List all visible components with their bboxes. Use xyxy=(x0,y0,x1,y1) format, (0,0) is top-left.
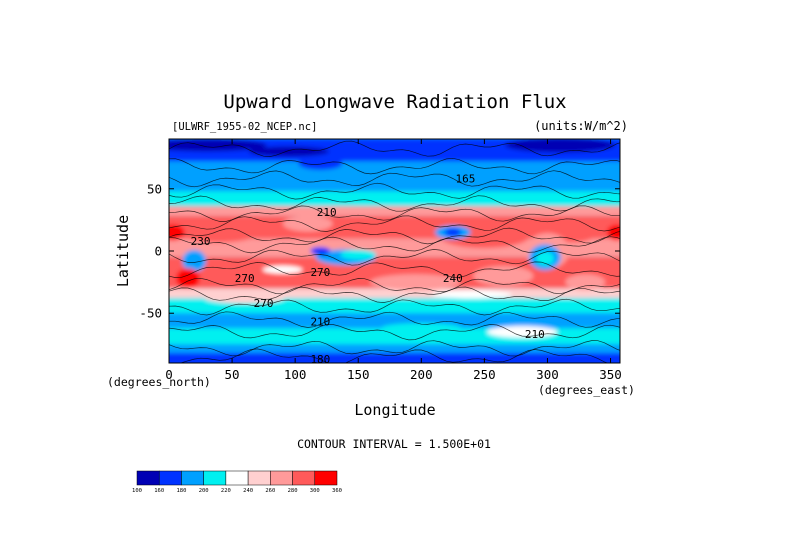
flux-band xyxy=(169,313,620,329)
chart-title: Upward Longwave Radiation Flux xyxy=(223,91,566,113)
contour-line xyxy=(169,236,620,254)
contour-label: 270 xyxy=(310,266,330,279)
flux-feature xyxy=(340,249,377,260)
colorbar-tick-label: 100 xyxy=(132,488,142,494)
flux-feature xyxy=(204,293,285,304)
contour-line xyxy=(169,170,620,188)
x-tick-label: 100 xyxy=(284,367,307,382)
flux-feature xyxy=(370,274,460,291)
colorbar-tick-label: 220 xyxy=(221,488,231,494)
colorbar: 100 160 180 200 220 240 260 280 300 360 xyxy=(132,470,342,494)
flux-feature xyxy=(262,265,303,274)
y-units-label: (degrees_north) xyxy=(107,375,211,389)
flux-band xyxy=(169,344,620,354)
contour-line xyxy=(169,227,620,245)
contour-line xyxy=(169,348,609,363)
flux-band xyxy=(169,191,620,207)
flux-feature xyxy=(304,266,349,281)
contour-label: 230 xyxy=(191,235,211,248)
flux-feature xyxy=(565,274,606,291)
x-tick-label: 250 xyxy=(473,367,496,382)
flux-feature xyxy=(505,139,616,153)
contour-line xyxy=(169,157,620,175)
y-tick-label: 50 xyxy=(147,181,162,196)
x-tick-label: 200 xyxy=(410,367,433,382)
x-tick-label: 300 xyxy=(536,367,559,382)
flux-feature xyxy=(282,215,333,232)
contour-line xyxy=(169,261,620,278)
flux-band xyxy=(169,288,620,299)
contour-label: 165 xyxy=(456,173,476,186)
colorbar-tick-label: 240 xyxy=(243,488,253,494)
x-tick-label: 350 xyxy=(599,367,622,382)
flux-feature xyxy=(169,224,185,241)
y-axis-title: Latitude xyxy=(114,215,132,287)
flux-feature xyxy=(179,222,260,243)
contour-line xyxy=(169,182,620,200)
flux-feature xyxy=(473,265,534,286)
flux-feature xyxy=(182,249,207,272)
flux-feature xyxy=(381,323,462,334)
contour-line xyxy=(169,277,620,295)
colorbar-tick-label: 300 xyxy=(310,488,320,494)
contour-label: 180 xyxy=(310,353,330,366)
source-file-label: [ULWRF_1955-02_NCEP.nc] xyxy=(172,121,317,133)
colorbar-swatch xyxy=(158,470,182,486)
colorbar-tick-label: 260 xyxy=(265,488,275,494)
contour-line xyxy=(169,140,620,157)
colorbar-swatch xyxy=(314,470,338,486)
x-axis-title: Longitude xyxy=(354,401,435,419)
contour-label: 270 xyxy=(235,272,255,285)
contour-line xyxy=(169,298,620,316)
contour-label: 210 xyxy=(310,316,330,329)
flux-feature xyxy=(248,146,329,157)
contour-line xyxy=(169,249,620,266)
flux-feature xyxy=(444,228,461,237)
colorbar-swatch xyxy=(225,470,249,486)
y-tick-label: -50 xyxy=(139,306,162,321)
colorbar-tick-label: 360 xyxy=(332,488,342,494)
units-label: (units:W/m^2) xyxy=(534,119,628,133)
flux-band xyxy=(169,206,620,217)
flux-feature xyxy=(218,166,271,181)
contour-line xyxy=(169,286,620,303)
flux-feature xyxy=(175,268,200,289)
contour-label: 270 xyxy=(254,297,274,310)
contour-line xyxy=(169,324,620,341)
flux-feature xyxy=(340,219,401,234)
flux-band xyxy=(169,298,620,314)
contour-label: 210 xyxy=(317,206,337,219)
x-tick-label: 150 xyxy=(347,367,370,382)
x-tick-label: 50 xyxy=(225,367,240,382)
contour-line xyxy=(169,205,620,222)
colorbar-tick-label: 180 xyxy=(176,488,186,494)
colorbar-swatch xyxy=(181,470,204,486)
flux-feature xyxy=(431,290,512,299)
flux-feature xyxy=(169,139,267,152)
colorbar-swatch xyxy=(270,470,293,486)
contour-interval-label: CONTOUR INTERVAL = 1.500E+01 xyxy=(297,437,491,451)
contour-line xyxy=(169,311,620,328)
flux-band xyxy=(169,353,620,363)
heatmap-field xyxy=(169,139,620,363)
colorbar-swatch xyxy=(203,470,227,486)
contour-label: 240 xyxy=(443,272,463,285)
contour-line xyxy=(169,195,620,212)
contour-line xyxy=(169,215,620,232)
contour-label: 210 xyxy=(525,328,545,341)
x-units-label: (degrees_east) xyxy=(538,383,635,397)
y-tick-label: 0 xyxy=(154,244,162,259)
colorbar-tick-label: 280 xyxy=(288,488,298,494)
colorbar-swatch xyxy=(292,470,316,486)
flux-feature xyxy=(454,166,515,181)
colorbar-tick-label: 200 xyxy=(199,488,209,494)
x-tick-label: 0 xyxy=(165,367,173,382)
contour-line xyxy=(169,340,620,357)
colorbar-tick-label: 160 xyxy=(154,488,164,494)
colorbar-swatch xyxy=(136,470,160,486)
colorbar-swatch xyxy=(247,470,271,486)
flux-feature xyxy=(310,247,331,255)
